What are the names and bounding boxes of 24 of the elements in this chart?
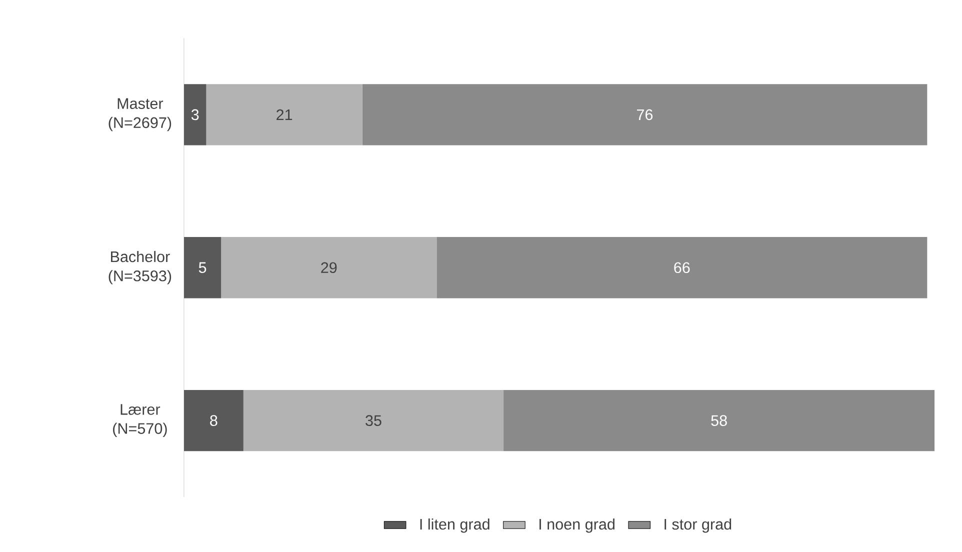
bar: [206, 84, 362, 146]
data-label: 66: [674, 262, 690, 273]
data-label: 35: [366, 414, 382, 426]
data-label: 3: [191, 109, 199, 120]
data-label: 5: [198, 262, 206, 273]
bar: [243, 390, 504, 451]
bar: [184, 390, 244, 451]
legend-label: I noen grad: [540, 518, 614, 532]
y-tick-label: Bachelor (N=3593): [108, 250, 172, 284]
bar: [184, 84, 206, 146]
bar: [221, 236, 437, 298]
bar: [436, 236, 928, 298]
legend-label: I stor grad: [664, 518, 732, 532]
bar: [504, 390, 935, 451]
legend-label: I liten grad: [420, 518, 490, 532]
y-tick-label: Master (N=2697): [108, 98, 172, 131]
data-label: 76: [637, 109, 653, 120]
data-label: 8: [210, 414, 218, 426]
data-label: 21: [276, 109, 292, 120]
data-label: 58: [711, 414, 727, 426]
y-tick-label: Lærer (N=570): [113, 404, 167, 437]
data-label: 29: [321, 262, 337, 273]
bar: [184, 236, 222, 298]
bar: [362, 84, 928, 146]
